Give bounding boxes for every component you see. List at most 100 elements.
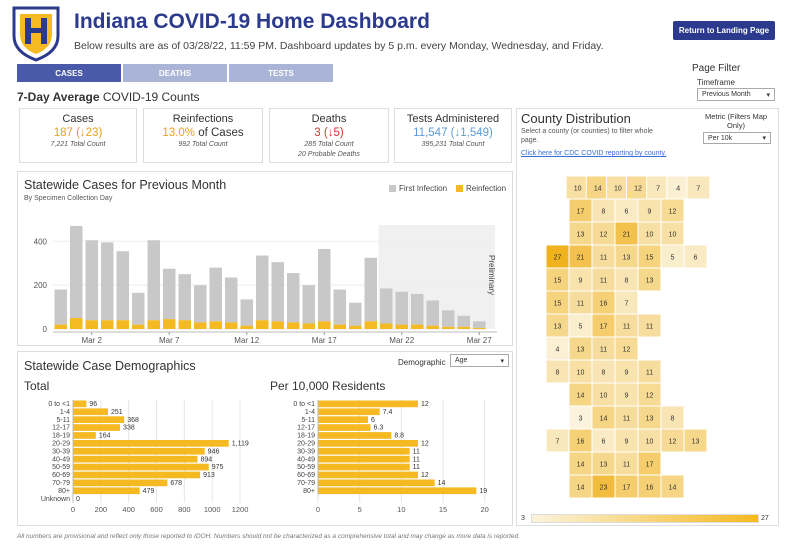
county-cell[interactable]: 15 [637, 244, 662, 269]
county-cell[interactable]: 5 [568, 313, 593, 338]
county-cell[interactable]: 5 [660, 244, 685, 269]
category-label: 80+ [58, 488, 70, 495]
county-cell[interactable]: 21 [614, 221, 639, 246]
county-cell[interactable]: 12 [614, 336, 639, 361]
county-cell[interactable]: 15 [545, 267, 570, 292]
county-cell[interactable]: 14 [591, 405, 616, 430]
return-to-landing-button[interactable]: Return to Landing Page [673, 21, 775, 40]
county-cell[interactable]: 10 [637, 428, 662, 453]
demographics-total-chart[interactable]: 0 200 400 600 800 1000 1200 0 to <1 96 1-4 251 5-11… [17, 396, 267, 524]
county-cell[interactable]: 10 [565, 175, 590, 200]
kpi-cases[interactable]: Cases 187 (↓23) 7,221 Total Count [19, 108, 137, 163]
county-cell[interactable]: 10 [660, 221, 685, 246]
county-cell[interactable]: 12 [591, 221, 616, 246]
county-cell[interactable]: 9 [614, 382, 639, 407]
county-cell[interactable]: 9 [614, 428, 639, 453]
county-cell[interactable]: 8 [545, 359, 570, 384]
county-cell[interactable]: 15 [545, 290, 570, 315]
county-cell[interactable]: 13 [637, 267, 662, 292]
county-cell[interactable]: 10 [591, 382, 616, 407]
demographics-per-chart[interactable]: 0 5 10 15 20 0 to <1 12 1-4 7.4 5-11 6 12-17 6.3 18-1… [268, 396, 508, 524]
county-cell[interactable]: 13 [614, 244, 639, 269]
tab-deaths[interactable]: DEATHS [123, 64, 227, 82]
county-cell[interactable]: 7 [545, 428, 570, 453]
county-cell[interactable]: 8 [614, 267, 639, 292]
county-value: 27 [554, 255, 562, 262]
county-cell[interactable]: 11 [568, 290, 593, 315]
county-cell[interactable]: 17 [591, 313, 616, 338]
county-cell[interactable]: 8 [591, 198, 616, 223]
county-cell[interactable]: 13 [591, 451, 616, 476]
county-cell[interactable]: 16 [591, 290, 616, 315]
county-cell[interactable]: 14 [568, 451, 593, 476]
county-cell[interactable]: 16 [637, 474, 662, 499]
county-cell[interactable]: 3 [568, 405, 593, 430]
kpi-deaths[interactable]: Deaths 3 (↓5) 285 Total Count 20 Probabl… [269, 108, 389, 163]
county-cell[interactable]: 12 [660, 428, 685, 453]
county-cell[interactable]: 13 [568, 221, 593, 246]
county-cell[interactable]: 13 [568, 336, 593, 361]
county-cell[interactable]: 8 [660, 405, 685, 430]
county-cell[interactable]: 10 [605, 175, 630, 200]
county-value: 8 [602, 370, 606, 377]
county-shape [660, 474, 685, 499]
county-cell[interactable]: 11 [591, 336, 616, 361]
county-cell[interactable]: 14 [585, 175, 610, 200]
county-cell[interactable]: 11 [591, 244, 616, 269]
county-cell[interactable]: 12 [626, 175, 650, 200]
county-cell[interactable]: 12 [637, 382, 662, 407]
metric-dropdown[interactable]: Per 10k ▾ [703, 132, 771, 144]
county-cell[interactable]: 11 [614, 313, 639, 338]
county-cell[interactable]: 6 [614, 198, 639, 223]
county-cell[interactable]: 11 [614, 405, 639, 430]
cdc-reporting-link[interactable]: Click here for CDC COVID reporting by co… [521, 150, 667, 157]
tab-cases[interactable]: CASES [17, 64, 121, 82]
county-cell[interactable]: 7 [686, 175, 711, 200]
timeframe-dropdown[interactable]: Previous Month ▾ [697, 88, 775, 101]
county-cell[interactable]: 16 [568, 428, 593, 453]
county-cell[interactable]: 14 [568, 474, 593, 499]
county-cell[interactable]: 17 [568, 198, 593, 223]
county-cell[interactable]: 9 [568, 267, 593, 292]
demographic-dropdown[interactable]: Age ▾ [450, 354, 509, 367]
county-cell[interactable]: 13 [545, 313, 570, 338]
county-cell[interactable]: 9 [614, 359, 639, 384]
county-cell[interactable]: 23 [591, 474, 616, 499]
county-cell[interactable]: 11 [637, 313, 662, 338]
legend-reinfection[interactable]: Reinfection [456, 184, 506, 193]
county-cell[interactable]: 4 [666, 175, 691, 200]
county-cell[interactable]: 17 [637, 451, 662, 476]
kpi-tests-title: Tests Administered [406, 113, 500, 125]
county-cell[interactable]: 14 [660, 474, 685, 499]
legend-first-infection[interactable]: First Infection [389, 184, 447, 193]
county-cell[interactable]: 9 [637, 198, 662, 223]
bar [73, 471, 201, 479]
county-cell[interactable]: 11 [591, 267, 616, 292]
county-cell[interactable]: 4 [545, 336, 570, 361]
county-cell[interactable]: 11 [614, 451, 639, 476]
county-cell[interactable]: 14 [568, 382, 593, 407]
indiana-county-map[interactable]: 10 14 10 12 7 4 7 17 8 6 9 12 13 12 21 10 10 27 21 11 13 15 5 6… [540, 170, 755, 505]
statewide-cases-chart[interactable]: Preliminary 0 200 400 Mar 2 Mar 7 Mar 12 Mar 17… [17, 205, 513, 345]
county-cell[interactable]: 27 [545, 244, 570, 269]
kpi-reinfections-title: Reinfections [172, 113, 234, 125]
county-cell[interactable]: 13 [637, 405, 662, 430]
tab-tests[interactable]: TESTS [229, 64, 333, 82]
county-cell[interactable]: 17 [614, 474, 639, 499]
county-cell[interactable]: 12 [660, 198, 685, 223]
kpi-tests[interactable]: Tests Administered 11,547 (↓1,549) 395,2… [394, 108, 512, 163]
county-cell[interactable]: 21 [568, 244, 593, 269]
county-cell[interactable]: 7 [646, 175, 671, 200]
county-value: 14 [577, 462, 585, 469]
county-cell[interactable]: 6 [591, 428, 616, 453]
county-cell[interactable]: 8 [591, 359, 616, 384]
bar [318, 440, 418, 447]
county-cell[interactable]: 6 [683, 244, 708, 269]
county-cell[interactable]: 10 [568, 359, 593, 384]
county-cell[interactable]: 10 [637, 221, 662, 246]
data-label: 251 [111, 409, 123, 416]
county-cell[interactable]: 11 [637, 359, 662, 384]
county-cell[interactable]: 7 [614, 290, 639, 315]
kpi-reinfections[interactable]: Reinfections 13.0% of Cases 992 Total Co… [143, 108, 263, 163]
county-cell[interactable]: 13 [683, 428, 708, 453]
